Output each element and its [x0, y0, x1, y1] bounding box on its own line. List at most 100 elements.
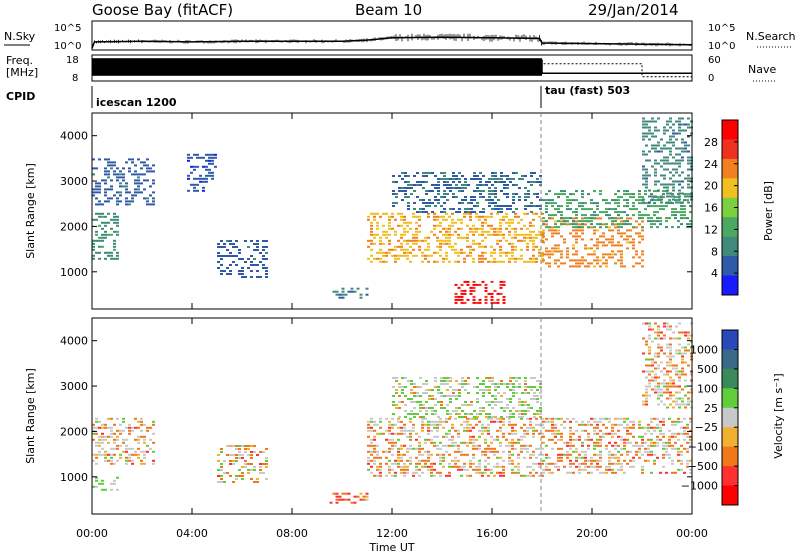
heatmap-cell	[146, 164, 149, 167]
heatmap-cell	[446, 389, 449, 391]
heatmap-cell	[536, 401, 539, 403]
heatmap-cell	[379, 257, 382, 260]
heatmap-cell	[683, 211, 686, 214]
heatmap-cell	[551, 199, 554, 202]
heatmap-cell	[400, 459, 403, 462]
heatmap-cell	[413, 202, 416, 204]
heatmap-cell	[425, 383, 428, 385]
heatmap-cell	[596, 217, 599, 220]
heatmap-cell	[433, 224, 436, 227]
heatmap-cell	[587, 435, 590, 438]
heatmap-cell	[385, 450, 388, 453]
heatmap-cell	[499, 456, 502, 459]
heatmap-cell	[460, 450, 463, 453]
heatmap-cell	[665, 217, 668, 220]
heatmap-cell	[152, 200, 155, 203]
heatmap-cell	[247, 448, 250, 450]
station-title: Goose Bay (fitACF)	[92, 1, 233, 19]
heatmap-cell	[660, 331, 663, 334]
heatmap-cell	[479, 211, 482, 213]
heatmap-cell	[645, 340, 648, 343]
heatmap-cell	[391, 462, 394, 465]
heatmap-cell	[113, 212, 116, 215]
heatmap-cell	[335, 501, 339, 504]
heatmap-cell	[545, 444, 548, 447]
heatmap-cell	[427, 459, 430, 462]
heatmap-cell	[596, 453, 599, 456]
heatmap-cell	[687, 195, 690, 198]
heatmap-cell	[608, 241, 611, 244]
heatmap-cell	[545, 226, 548, 229]
heatmap-cell	[490, 301, 494, 304]
heatmap-cell	[635, 450, 638, 453]
heatmap-cell	[487, 215, 490, 218]
heatmap-cell	[499, 221, 502, 224]
heatmap-cell	[644, 459, 647, 462]
heatmap-cell	[530, 175, 533, 177]
heatmap-cell	[403, 251, 406, 254]
heatmap-cell	[657, 180, 660, 183]
heatmap-cell	[626, 214, 629, 217]
heatmap-cell	[506, 407, 509, 409]
heatmap-cell	[454, 450, 457, 453]
heatmap-cell	[648, 373, 651, 376]
heatmap-cell	[669, 195, 672, 198]
cpid-panel: CPID icescan 1200 tau (fast) 503	[6, 84, 630, 109]
heatmap-cell	[235, 475, 238, 477]
heatmap-cell	[541, 236, 544, 239]
heatmap-cell	[647, 426, 650, 429]
heatmap-cell	[490, 245, 493, 248]
heatmap-cell	[605, 208, 608, 211]
heatmap-cell	[648, 189, 651, 192]
heatmap-cell	[229, 445, 232, 447]
heatmap-cell	[226, 267, 229, 269]
heatmap-cell	[466, 254, 469, 257]
heatmap-cell	[472, 239, 475, 242]
heatmap-cell	[617, 435, 620, 438]
heatmap-cell	[409, 438, 412, 441]
heatmap-cell	[517, 456, 520, 459]
heatmap-cell	[659, 438, 662, 441]
heatmap-cell	[244, 451, 247, 453]
heatmap-cell	[394, 462, 397, 465]
heatmap-cell	[684, 150, 687, 153]
heatmap-cell	[388, 429, 391, 432]
heatmap-cell	[107, 161, 110, 164]
heatmap-cell	[675, 370, 678, 373]
heatmap-cell	[400, 471, 403, 474]
heatmap-cell	[605, 468, 608, 471]
heatmap-cell	[527, 205, 530, 207]
heatmap-cell	[535, 423, 538, 426]
heatmap-cell	[265, 258, 268, 260]
heatmap-cell	[443, 184, 446, 186]
heatmap-cell	[116, 254, 119, 257]
heatmap-cell	[104, 453, 107, 456]
x-tick-label: 20:00	[576, 527, 608, 540]
heatmap-cell	[648, 349, 651, 352]
heatmap-cell	[678, 183, 681, 186]
heatmap-cell	[524, 386, 527, 388]
heatmap-cell	[648, 334, 651, 337]
heatmap-cell	[521, 404, 524, 406]
heatmap-cell	[359, 296, 363, 299]
heatmap-cell	[439, 254, 442, 257]
heatmap-cell	[367, 444, 370, 447]
heatmap-cell	[645, 186, 648, 189]
heatmap-cell	[647, 423, 650, 426]
heatmap-cell	[608, 441, 611, 444]
heatmap-cell	[581, 223, 584, 226]
heatmap-cell	[662, 441, 665, 444]
heatmap-cell	[638, 190, 641, 193]
heatmap-cell	[479, 196, 482, 198]
heatmap-cell	[460, 236, 463, 239]
heatmap-cell	[490, 292, 494, 295]
heatmap-cell	[557, 429, 560, 432]
heatmap-cell	[460, 301, 464, 304]
heatmap-cell	[496, 465, 499, 468]
heatmap-cell	[642, 132, 645, 135]
heatmap-cell	[406, 242, 409, 245]
heatmap-cell	[394, 260, 397, 263]
heatmap-cell	[122, 441, 125, 444]
heatmap-cell	[418, 215, 421, 218]
heatmap-cell	[485, 199, 488, 201]
